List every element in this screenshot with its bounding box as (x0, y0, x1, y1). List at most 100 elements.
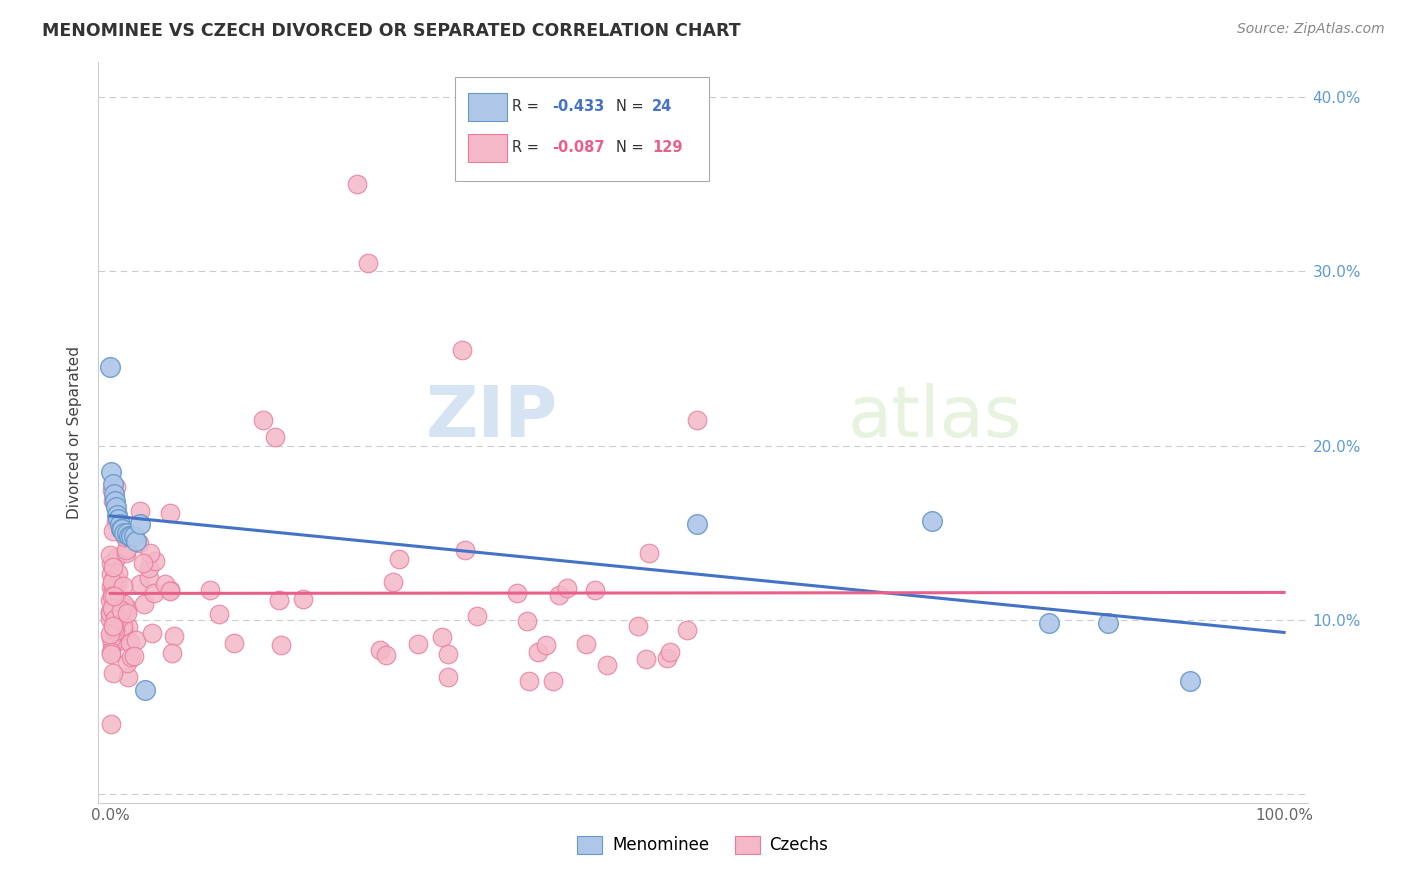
Point (453, 543, 475, 558)
Point (138, 571, 160, 585)
Point (117, 601, 139, 615)
Point (224, 636, 246, 650)
Text: R =: R = (512, 140, 544, 155)
Point (160, 647, 183, 661)
Point (100, 465, 122, 479)
Point (107, 607, 129, 621)
Point (122, 649, 145, 664)
Legend: Menominee, Czechs: Menominee, Czechs (571, 829, 835, 861)
Point (198, 582, 221, 597)
Point (100, 574, 122, 589)
Point (98, 612, 121, 626)
Point (132, 556, 155, 570)
Point (105, 577, 128, 591)
Point (104, 604, 127, 618)
Point (101, 619, 124, 633)
Point (155, 577, 177, 591)
Point (575, 637, 598, 651)
Point (104, 595, 127, 609)
Point (111, 522, 134, 536)
Point (120, 529, 142, 543)
Point (112, 598, 135, 612)
Point (105, 625, 128, 640)
Point (357, 256, 380, 270)
Point (100, 632, 122, 646)
Point (252, 412, 274, 426)
Point (134, 597, 156, 611)
Point (114, 546, 136, 560)
Point (101, 590, 124, 604)
Point (125, 534, 148, 549)
Point (117, 656, 139, 670)
Point (430, 631, 453, 645)
Point (120, 650, 142, 665)
Point (105, 500, 128, 514)
Point (374, 648, 396, 663)
Point (159, 583, 181, 598)
Point (100, 717, 122, 731)
Point (110, 522, 132, 536)
Point (100, 648, 122, 662)
Point (98, 593, 121, 607)
Point (534, 638, 557, 652)
Point (103, 560, 125, 574)
FancyBboxPatch shape (456, 78, 709, 181)
Text: -0.087: -0.087 (551, 140, 605, 155)
Point (465, 609, 488, 624)
Text: ZIP: ZIP (426, 384, 558, 452)
Point (110, 603, 132, 617)
Point (657, 651, 679, 665)
Point (100, 645, 122, 659)
Text: -0.433: -0.433 (551, 99, 605, 113)
Point (114, 542, 136, 557)
Point (381, 574, 404, 589)
FancyBboxPatch shape (468, 135, 508, 162)
Point (658, 645, 681, 659)
Text: atlas: atlas (848, 384, 1022, 452)
Point (108, 517, 131, 532)
Point (596, 657, 619, 672)
Point (117, 620, 139, 634)
Point (101, 477, 124, 491)
Point (104, 515, 127, 529)
Point (103, 524, 125, 538)
Point (98, 626, 121, 640)
Point (107, 611, 129, 625)
Text: 24: 24 (652, 99, 672, 113)
Point (557, 581, 579, 595)
Point (159, 506, 181, 520)
Text: MENOMINEE VS CZECH DIVORCED OR SEPARATED CORRELATION CHART: MENOMINEE VS CZECH DIVORCED OR SEPARATED… (42, 22, 741, 40)
Point (406, 637, 429, 651)
Point (636, 652, 658, 666)
Point (627, 619, 650, 633)
Point (208, 607, 231, 622)
Point (101, 493, 124, 508)
Point (388, 551, 411, 566)
Point (527, 644, 550, 658)
Point (105, 574, 128, 588)
Point (101, 603, 124, 617)
Point (115, 541, 138, 555)
Point (270, 638, 292, 652)
Point (107, 566, 129, 580)
Point (139, 546, 162, 560)
Text: R =: R = (512, 99, 544, 113)
Point (142, 586, 165, 600)
Point (128, 517, 150, 532)
Point (548, 589, 571, 603)
Y-axis label: Divorced or Separated: Divorced or Separated (67, 346, 83, 519)
Point (292, 591, 315, 606)
Point (103, 487, 125, 501)
Text: N =: N = (616, 140, 648, 155)
Point (104, 494, 127, 508)
Point (112, 579, 135, 593)
Point (159, 584, 181, 599)
Point (128, 577, 150, 591)
FancyBboxPatch shape (468, 93, 508, 121)
Point (675, 624, 697, 638)
Point (103, 666, 125, 681)
Point (1097, 616, 1119, 631)
Point (101, 483, 124, 497)
Point (104, 590, 127, 604)
Point (110, 605, 132, 619)
